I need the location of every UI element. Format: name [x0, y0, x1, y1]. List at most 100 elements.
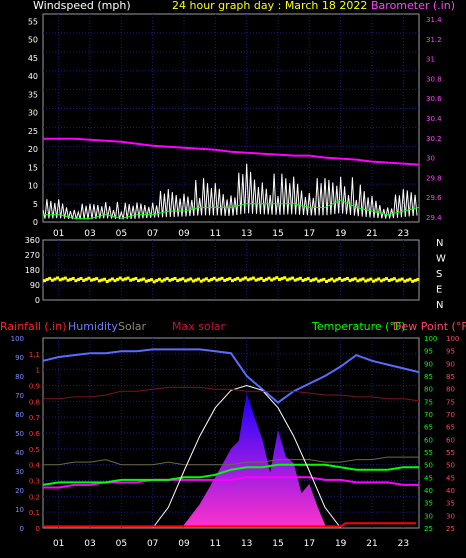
direction-point: [257, 277, 261, 281]
direction-point: [228, 277, 232, 281]
barometer-y-tick-label: 29.6: [426, 194, 442, 202]
temperature-y-tick-label: 80: [424, 386, 433, 394]
rain-y-tick-label: 0.2: [29, 493, 40, 501]
direction-point: [131, 277, 135, 281]
dew-point-y-tick-label: 55: [446, 449, 455, 457]
rain-y-tick-label: 0.3: [29, 478, 40, 486]
temperature-y-tick-label: 25: [424, 525, 433, 533]
direction-point: [364, 279, 368, 283]
direction-point: [351, 278, 355, 282]
direction-point: [272, 277, 276, 281]
direction-point: [246, 278, 250, 282]
rain-y-tick-label: 0.1: [29, 509, 40, 517]
solar-area: [184, 393, 325, 528]
direction-point: [69, 277, 73, 281]
wind-panel-x-tick-label: 21: [366, 229, 377, 239]
direction-point: [123, 277, 127, 281]
wind-y-tick-label: 10: [28, 182, 38, 191]
humidity-y-tick-label: 60: [15, 411, 24, 419]
wind-y-tick-label: 45: [28, 54, 38, 63]
direction-point: [288, 277, 292, 281]
weather-panel-x-tick-label: 09: [178, 539, 190, 549]
direction-point: [314, 277, 318, 281]
direction-point: [155, 279, 159, 283]
direction-point: [296, 277, 300, 281]
rain-y-tick-label: 1: [36, 367, 40, 375]
direction-point: [267, 276, 271, 280]
weather-panel-x-tick-label: 11: [210, 539, 221, 549]
direction-point: [220, 276, 224, 280]
direction-point: [87, 276, 91, 280]
direction-point: [50, 278, 54, 282]
temperature-y-tick-label: 60: [424, 436, 433, 444]
direction-point: [366, 278, 370, 282]
max-solar-history-line: [43, 386, 420, 402]
humidity-y-tick-label: 90: [15, 354, 24, 362]
weather-panel-x-tick-label: 07: [147, 539, 158, 549]
direction-point: [285, 278, 289, 282]
direction-point: [178, 278, 182, 282]
direction-point: [238, 278, 242, 282]
humidity-y-tick-label: 70: [15, 392, 24, 400]
direction-point: [259, 276, 263, 280]
humidity-y-tick-label: 20: [15, 487, 24, 495]
direction-point: [170, 277, 174, 281]
wind-y-tick-label: 50: [28, 36, 38, 45]
direction-point: [165, 277, 169, 281]
direction-point: [97, 279, 101, 283]
direction-point: [251, 276, 255, 280]
windspeed-axis-title: Windspeed (mph): [33, 0, 131, 12]
direction-point: [340, 278, 344, 282]
direction-point: [387, 279, 391, 282]
temperature-line: [42, 463, 419, 486]
direction-point: [139, 278, 143, 282]
dew-point-y-tick-label: 50: [446, 462, 455, 470]
direction-point: [244, 276, 248, 280]
direction-point: [189, 277, 193, 281]
direction-point: [110, 277, 114, 281]
direction-panel-frame: [42, 239, 420, 301]
humidity-y-tick-label: 0: [20, 525, 24, 533]
wind-y-tick-label: 35: [28, 90, 38, 99]
direction-point: [160, 279, 164, 283]
legend-dew-point: Dew Point (°F): [393, 320, 466, 333]
direction-point: [212, 276, 216, 280]
direction-point: [298, 276, 302, 280]
temperature-y-tick-label: 100: [424, 335, 437, 343]
direction-point: [311, 278, 315, 282]
temperature-y-tick-label: 45: [424, 474, 433, 482]
temperature-y-tick-label: 85: [424, 373, 433, 381]
direction-point: [280, 277, 284, 281]
direction-point: [369, 277, 373, 281]
temperature-y-tick-label: 35: [424, 500, 433, 508]
weather-panel-x-tick-label: 13: [241, 539, 252, 549]
barometer-y-tick-label: 30.2: [426, 135, 442, 143]
direction-point: [53, 277, 57, 281]
direction-point: [61, 277, 65, 281]
dew-point-y-tick-label: 30: [446, 512, 455, 520]
direction-point: [395, 279, 399, 283]
direction-point: [105, 280, 109, 283]
dew-point-y-tick-label: 100: [446, 335, 459, 343]
direction-point: [134, 277, 138, 281]
direction-point: [293, 278, 297, 282]
humidity-y-tick-label: 30: [15, 468, 24, 476]
direction-point: [176, 279, 180, 283]
direction-point: [301, 278, 305, 282]
direction-point: [147, 278, 151, 282]
direction-point: [338, 277, 342, 281]
wind-panel-x-tick-label: 15: [272, 229, 283, 239]
direction-point: [121, 278, 125, 282]
weather-panel-x-tick-label: 17: [304, 539, 315, 549]
wind-panel-x-tick-label: 23: [398, 229, 409, 239]
direction-point: [71, 277, 75, 281]
direction-point: [181, 277, 185, 281]
direction-point: [317, 279, 321, 283]
dew-point-y-tick-label: 70: [446, 411, 455, 419]
direction-point: [254, 278, 258, 282]
direction-y-tick-label: 0: [35, 296, 40, 305]
direction-point: [358, 278, 362, 282]
weather-panel-x-tick-label: 21: [366, 539, 377, 549]
direction-point: [327, 278, 331, 282]
direction-y-tick-label: 270: [25, 251, 40, 260]
